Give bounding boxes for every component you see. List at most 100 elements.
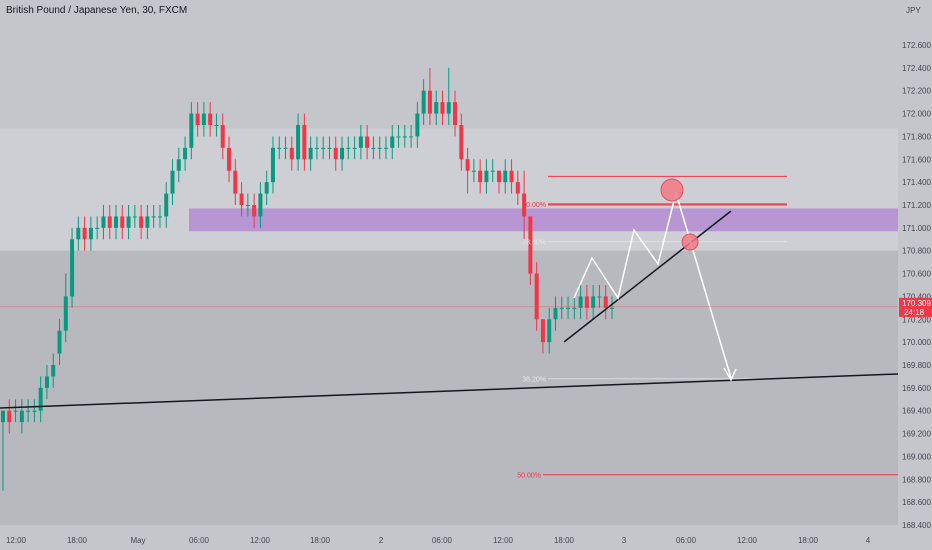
candle-body — [484, 170, 489, 183]
candle-body — [459, 125, 464, 160]
x-tick-label: 06:00 — [676, 536, 697, 545]
y-tick-label: 169.600 — [902, 384, 931, 393]
time-axis[interactable] — [0, 530, 932, 550]
countdown-timer: 24:18 — [904, 308, 925, 317]
candle-body — [63, 296, 68, 331]
candle-body — [270, 147, 275, 183]
y-tick-label: 170.000 — [902, 338, 931, 347]
candle-body — [547, 319, 552, 343]
candle-body — [528, 216, 533, 274]
fib-level-label: 38.20% — [522, 377, 546, 384]
candle-body — [371, 147, 376, 149]
last-price-value: 170.309 — [902, 299, 931, 308]
candle-body — [120, 216, 125, 228]
candle-body — [584, 296, 589, 308]
candle-body — [164, 193, 169, 217]
fib-level-label: 78.60% — [522, 240, 546, 247]
candle-body — [314, 147, 319, 149]
candle-body — [70, 239, 75, 297]
candle-body — [421, 90, 426, 114]
candle-body — [503, 170, 508, 183]
y-tick-label: 169.800 — [902, 361, 931, 370]
y-tick-label: 168.800 — [902, 475, 931, 484]
chart-title: British Pound / Japanese Yen, 30, FXCM — [6, 5, 188, 16]
candle-body — [383, 147, 388, 149]
candle-body — [1, 410, 5, 423]
candle-body — [327, 147, 332, 149]
candle-body — [603, 296, 608, 308]
candle-body — [365, 136, 370, 148]
candle-body — [478, 170, 483, 183]
candle-body — [453, 102, 458, 125]
price-band — [0, 250, 898, 457]
x-tick-label: 12:00 — [737, 536, 758, 545]
candle-body — [277, 147, 282, 149]
x-tick-label: 18:00 — [310, 536, 331, 545]
candle-body — [553, 307, 558, 320]
candle-body — [333, 147, 338, 160]
support-trendline[interactable] — [0, 373, 899, 409]
candle-body — [490, 170, 495, 172]
y-tick-label: 171.600 — [902, 155, 931, 164]
rising-trendline[interactable] — [563, 210, 732, 343]
marker-circle[interactable] — [681, 233, 699, 251]
candle-body — [258, 193, 263, 217]
candle-body — [170, 170, 175, 194]
candle-body — [396, 136, 401, 138]
candle-body — [578, 296, 583, 308]
candle-body — [32, 410, 37, 412]
x-tick-label: 12:00 — [6, 536, 27, 545]
candle-body — [126, 216, 131, 228]
candle-body — [572, 307, 577, 309]
candle-body — [38, 387, 43, 411]
candle-body — [227, 147, 232, 171]
x-tick-label: 12:00 — [250, 536, 271, 545]
marker-circle[interactable] — [660, 178, 684, 202]
x-tick-label: 12:00 — [493, 536, 514, 545]
candle-body — [308, 147, 313, 160]
y-tick-label: 168.600 — [902, 498, 931, 507]
price-band — [0, 456, 898, 525]
y-tick-label: 172.600 — [902, 41, 931, 50]
candle-body — [195, 113, 200, 125]
y-tick-label: 171.000 — [902, 224, 931, 233]
candle-body — [346, 147, 351, 149]
y-tick-label: 169.200 — [902, 430, 931, 439]
candle-body — [340, 147, 345, 160]
candle-body — [139, 216, 144, 228]
candle-body — [465, 159, 470, 171]
candle-body — [245, 205, 250, 206]
candle-body — [132, 216, 137, 218]
candle-body — [7, 410, 12, 423]
candle-body — [522, 193, 527, 217]
currency-label: JPY — [906, 6, 921, 15]
candle-body — [415, 113, 420, 137]
candle-body — [321, 147, 326, 149]
candle-body — [189, 113, 194, 148]
price-band — [0, 128, 898, 251]
candle-body — [289, 147, 294, 160]
candle-body — [358, 136, 363, 148]
fib-level-label: 50.00% — [517, 473, 541, 480]
supply-zone — [189, 208, 898, 232]
candle-body — [82, 227, 87, 240]
candle-body — [26, 410, 31, 412]
candle-body — [434, 102, 439, 114]
candle-body — [566, 307, 571, 309]
candle-body — [151, 216, 156, 218]
candle-body — [427, 90, 432, 114]
candle-body — [302, 125, 307, 160]
candle-body — [114, 216, 119, 228]
candle-body — [509, 170, 514, 183]
y-tick-label: 171.400 — [902, 178, 931, 187]
y-tick-label: 171.800 — [902, 132, 931, 141]
candle-body — [409, 136, 414, 138]
fib-level-label: 50.00% — [522, 202, 546, 209]
x-tick-label: 06:00 — [189, 536, 210, 545]
candle-body — [540, 319, 545, 343]
candle-body — [352, 147, 357, 149]
candle-body — [157, 216, 162, 218]
candle-body — [208, 113, 213, 125]
